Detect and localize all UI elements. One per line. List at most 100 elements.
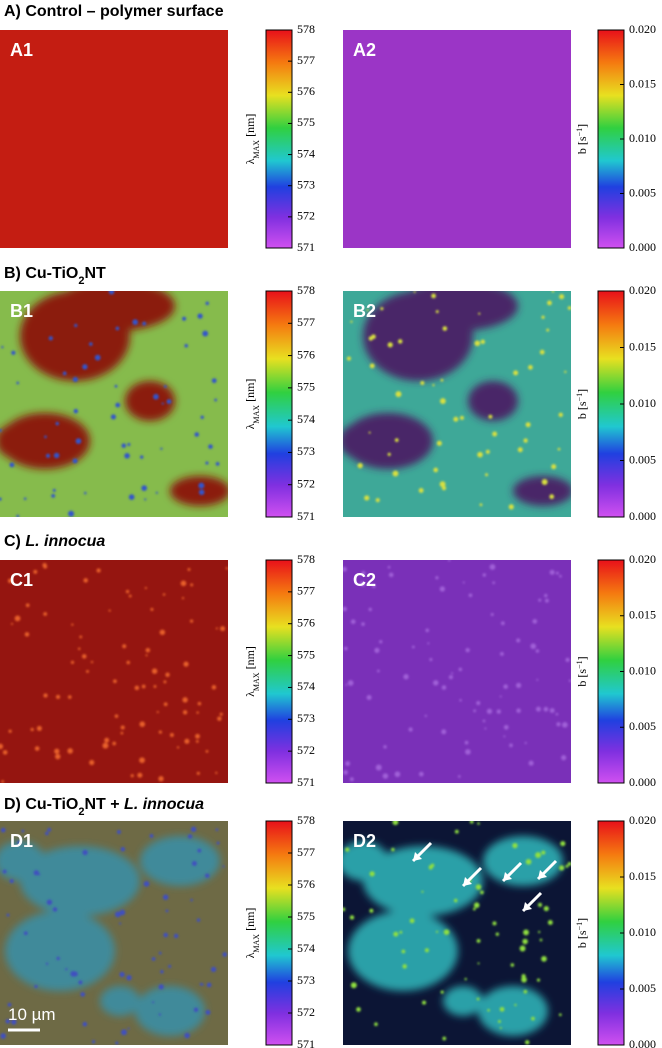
tick-label: 0.015 bbox=[629, 608, 656, 622]
speck bbox=[537, 902, 543, 907]
speck bbox=[480, 339, 485, 344]
speck bbox=[388, 572, 394, 578]
row-title: A) Control – polymer surface bbox=[4, 3, 224, 20]
speck bbox=[193, 1007, 199, 1013]
speck bbox=[500, 621, 505, 626]
speck bbox=[160, 970, 164, 974]
speck bbox=[561, 755, 567, 761]
speck bbox=[10, 622, 14, 625]
speckles bbox=[0, 563, 228, 783]
speck bbox=[451, 672, 454, 675]
speck bbox=[485, 449, 490, 454]
speck bbox=[104, 737, 110, 743]
speck bbox=[403, 674, 409, 680]
speck bbox=[387, 342, 393, 348]
axis-label: b [s−1] bbox=[575, 918, 590, 948]
axis-label-part: −1 bbox=[575, 660, 584, 669]
speck bbox=[83, 578, 88, 583]
speck bbox=[441, 485, 447, 491]
speck bbox=[9, 879, 14, 884]
tick-label: 571 bbox=[297, 1037, 315, 1048]
axis-label: b [s−1] bbox=[575, 124, 590, 154]
axis-label-part: b [s bbox=[575, 136, 589, 154]
speck bbox=[544, 593, 548, 598]
speck bbox=[435, 576, 439, 580]
tick-label: 573 bbox=[297, 444, 315, 458]
tick-label: 576 bbox=[297, 877, 315, 891]
speck bbox=[350, 320, 353, 323]
speck bbox=[462, 581, 465, 584]
speck bbox=[441, 729, 447, 735]
axis-label-part: −1 bbox=[575, 393, 584, 402]
speck bbox=[543, 905, 549, 912]
tick-label: 577 bbox=[297, 53, 315, 67]
tick-label: 573 bbox=[297, 711, 315, 725]
speck bbox=[382, 773, 389, 779]
speck bbox=[517, 447, 523, 453]
speck bbox=[77, 647, 81, 651]
tick-label: 0.005 bbox=[629, 452, 656, 466]
speck bbox=[71, 623, 74, 626]
image-base bbox=[0, 560, 228, 783]
texture bbox=[343, 291, 571, 506]
speck bbox=[473, 709, 477, 713]
speck bbox=[184, 1032, 190, 1039]
blob bbox=[100, 986, 140, 1016]
speck bbox=[173, 933, 179, 939]
title-part: NT + bbox=[84, 796, 124, 813]
speck bbox=[153, 685, 157, 688]
speck bbox=[349, 777, 354, 782]
speck bbox=[356, 1007, 361, 1012]
speck bbox=[547, 300, 552, 306]
tick-label: 574 bbox=[297, 412, 315, 426]
speck bbox=[459, 699, 462, 702]
speck bbox=[67, 695, 72, 699]
speck bbox=[343, 566, 347, 572]
speck bbox=[126, 975, 132, 981]
speck bbox=[535, 649, 540, 653]
speck bbox=[477, 451, 483, 458]
title-part: C) bbox=[4, 533, 25, 550]
speck bbox=[486, 708, 493, 714]
tick-label: 0.000 bbox=[629, 240, 656, 254]
speck bbox=[512, 842, 518, 849]
speck bbox=[126, 660, 131, 665]
speck bbox=[211, 685, 217, 690]
speck bbox=[387, 452, 391, 456]
speck bbox=[165, 909, 169, 913]
panel-label: C2 bbox=[353, 570, 376, 590]
panel-label: A1 bbox=[10, 40, 33, 60]
speck bbox=[163, 932, 168, 938]
speck bbox=[546, 328, 550, 332]
speck bbox=[557, 447, 561, 451]
speck bbox=[535, 706, 541, 712]
axis-label-part: λ bbox=[243, 158, 257, 164]
speck bbox=[34, 984, 38, 989]
blob bbox=[443, 986, 483, 1016]
speck bbox=[476, 997, 480, 1001]
speck bbox=[113, 679, 117, 684]
speck bbox=[392, 470, 399, 477]
speck bbox=[541, 850, 546, 855]
speck bbox=[424, 948, 429, 953]
blob bbox=[363, 846, 483, 916]
speck bbox=[53, 452, 60, 459]
speck bbox=[137, 772, 143, 778]
speck bbox=[78, 980, 83, 985]
speck bbox=[418, 488, 424, 493]
speck bbox=[476, 701, 481, 706]
speck bbox=[73, 408, 79, 414]
speck bbox=[364, 495, 370, 501]
speck bbox=[145, 647, 151, 653]
speck bbox=[499, 651, 504, 656]
speck bbox=[119, 922, 122, 925]
speck bbox=[115, 402, 121, 408]
speck bbox=[499, 1006, 505, 1012]
speck bbox=[51, 493, 56, 498]
speck bbox=[453, 416, 459, 422]
micrograph bbox=[0, 291, 228, 517]
speck bbox=[361, 622, 365, 626]
speck bbox=[539, 349, 545, 355]
speck bbox=[162, 593, 166, 596]
speck bbox=[115, 326, 120, 331]
